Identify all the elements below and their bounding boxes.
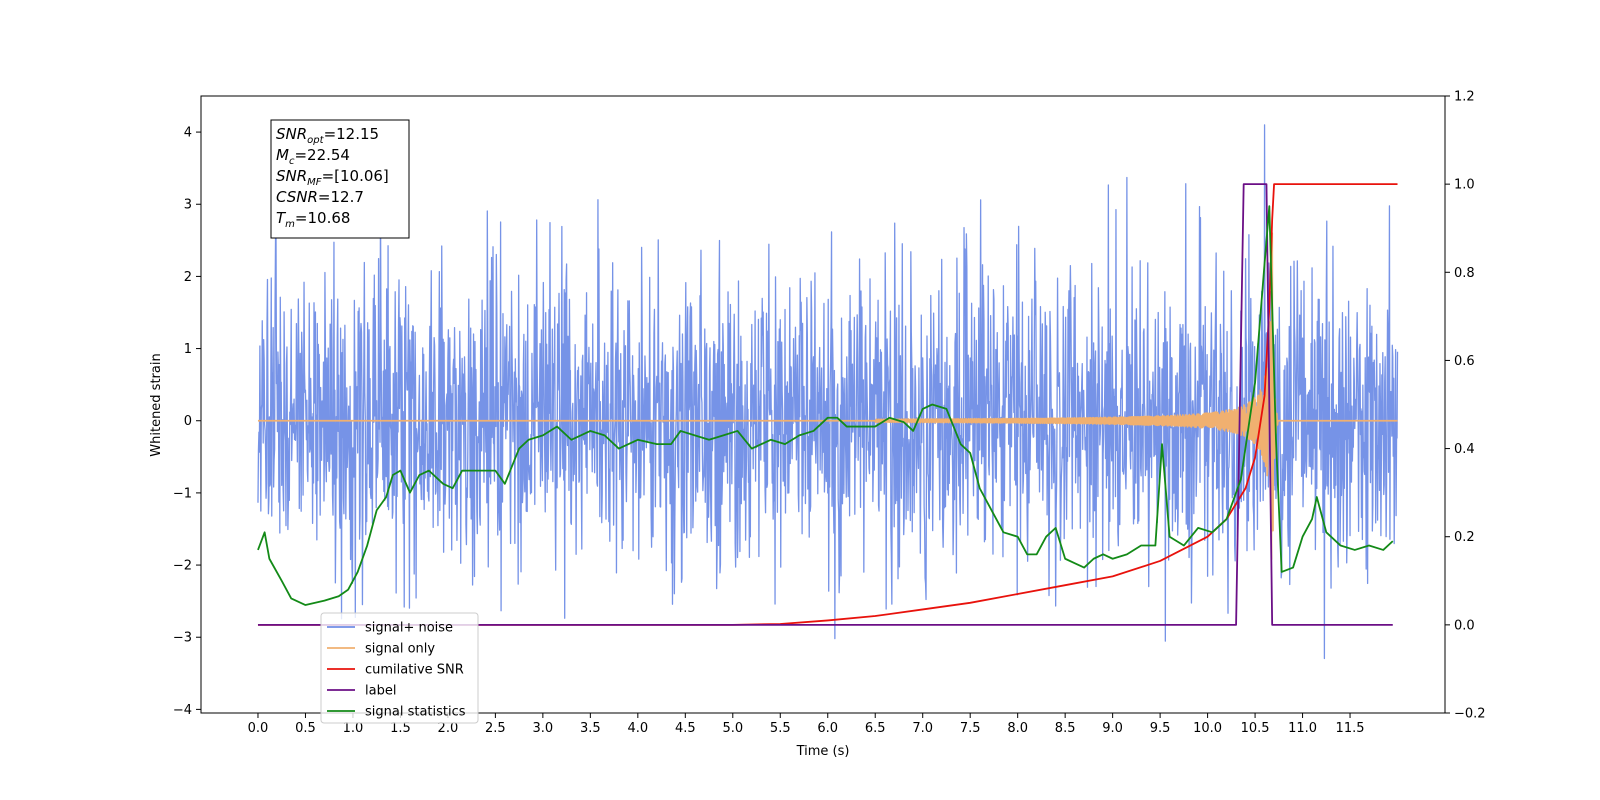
info-subscript: m bbox=[285, 219, 295, 230]
x-tick-label: 3.5 bbox=[580, 721, 601, 736]
x-tick-label: 10.5 bbox=[1241, 721, 1270, 736]
info-symbol: CSNR bbox=[276, 188, 318, 206]
x-axis-ticks: 0.0 0.5 1.0 1.5 2.0 2.5 3.0 3.5 4.0 4.5 5.0 5.5 6.0 6… bbox=[248, 713, 1365, 736]
x-tick-label: 9.5 bbox=[1150, 721, 1171, 736]
series-line-signal-only bbox=[257, 232, 1399, 561]
series-line-signal-statistics bbox=[257, 205, 1394, 606]
info-symbol: T bbox=[276, 209, 287, 227]
x-axis-label: Time (s) bbox=[796, 744, 850, 759]
info-symbol: SNR bbox=[276, 167, 307, 185]
info-subscript: c bbox=[289, 156, 295, 167]
x-tick-label: 10.0 bbox=[1193, 721, 1222, 736]
info-box-line: SNRMF=[10.06] bbox=[276, 167, 389, 188]
y-tick-label: 3 bbox=[184, 198, 192, 213]
y-tick-label: 0 bbox=[184, 414, 192, 429]
x-tick-label: 6.5 bbox=[865, 721, 886, 736]
legend-label: cumilative SNR bbox=[365, 663, 464, 678]
y2-tick-label: 0.0 bbox=[1454, 618, 1475, 633]
info-box-frame bbox=[270, 119, 410, 239]
x-tick-label: 2.0 bbox=[438, 721, 459, 736]
info-subscript: opt bbox=[307, 135, 324, 146]
info-value: =[10.06] bbox=[322, 167, 389, 185]
series-line-label bbox=[257, 183, 1393, 626]
series-layer bbox=[257, 124, 1399, 660]
x-tick-label: 1.0 bbox=[343, 721, 364, 736]
x-tick-label: 4.5 bbox=[675, 721, 696, 736]
info-symbol: SNR bbox=[276, 125, 307, 143]
info-value: =12.7 bbox=[318, 188, 364, 206]
legend-frame bbox=[320, 612, 479, 724]
y2-tick-label: 0.8 bbox=[1454, 266, 1475, 281]
x-tick-label: 5.0 bbox=[722, 721, 743, 736]
y-tick-label: −1 bbox=[173, 486, 192, 501]
info-value: =12.15 bbox=[324, 125, 380, 143]
info-box-line: CSNR=12.7 bbox=[276, 188, 364, 206]
y-tick-label: −3 bbox=[173, 631, 192, 646]
legend-label: signal statistics bbox=[365, 705, 466, 720]
y2-tick-label: 1.0 bbox=[1454, 178, 1475, 193]
y2-axis-ticks: 1.2 1.0 0.8 0.6 0.4 0.2 0.0 −0.2 bbox=[1445, 90, 1486, 722]
plot-frame bbox=[200, 95, 1446, 714]
y-tick-label: 4 bbox=[184, 126, 192, 141]
y-tick-label: −2 bbox=[173, 559, 192, 574]
info-box: SNRopt=12.15Mc=22.54SNRMF=[10.06]CSNR=12… bbox=[270, 119, 410, 239]
x-tick-label: 8.0 bbox=[1007, 721, 1028, 736]
legend-label: signal only bbox=[365, 642, 435, 657]
info-box-line: Mc=22.54 bbox=[276, 146, 350, 167]
x-tick-label: 8.5 bbox=[1055, 721, 1076, 736]
legend-label: signal+ noise bbox=[365, 621, 453, 636]
legend: signal+ noise signal only cumilative SNR la… bbox=[320, 612, 479, 724]
y-tick-label: −4 bbox=[173, 703, 192, 718]
y-axis-ticks: 4 3 2 1 0 −1 −2 −3 −4 bbox=[173, 126, 201, 718]
x-tick-label: 11.0 bbox=[1288, 721, 1317, 736]
x-tick-label: 1.5 bbox=[390, 721, 411, 736]
info-value: =22.54 bbox=[294, 146, 350, 164]
x-tick-label: 6.0 bbox=[817, 721, 838, 736]
x-tick-label: 0.0 bbox=[248, 721, 269, 736]
legend-label: label bbox=[365, 684, 396, 699]
x-tick-label: 7.5 bbox=[960, 721, 981, 736]
y2-tick-label: 1.2 bbox=[1454, 90, 1475, 105]
x-tick-label: 11.5 bbox=[1336, 721, 1365, 736]
y2-tick-label: 0.4 bbox=[1454, 442, 1475, 457]
info-box-line: Tm=10.68 bbox=[276, 209, 350, 230]
y2-tick-label: −0.2 bbox=[1454, 707, 1486, 722]
y-tick-label: 1 bbox=[184, 342, 192, 357]
x-tick-label: 7.0 bbox=[912, 721, 933, 736]
x-tick-label: 2.5 bbox=[485, 721, 506, 736]
x-tick-label: 9.0 bbox=[1102, 721, 1123, 736]
info-subscript: MF bbox=[307, 177, 322, 188]
y2-tick-label: 0.6 bbox=[1454, 354, 1475, 369]
x-tick-label: 0.5 bbox=[295, 721, 316, 736]
series-line-signal-noise bbox=[257, 124, 1399, 660]
info-box-line: SNRopt=12.15 bbox=[276, 125, 379, 146]
y-axis-label: Whitened strain bbox=[149, 353, 164, 456]
x-tick-label: 4.0 bbox=[627, 721, 648, 736]
y-tick-label: 2 bbox=[184, 270, 192, 285]
info-value: =10.68 bbox=[295, 209, 351, 227]
y2-tick-label: 0.2 bbox=[1454, 530, 1475, 545]
x-tick-label: 5.5 bbox=[770, 721, 791, 736]
x-tick-label: 3.0 bbox=[533, 721, 554, 736]
info-symbol: M bbox=[276, 146, 289, 164]
